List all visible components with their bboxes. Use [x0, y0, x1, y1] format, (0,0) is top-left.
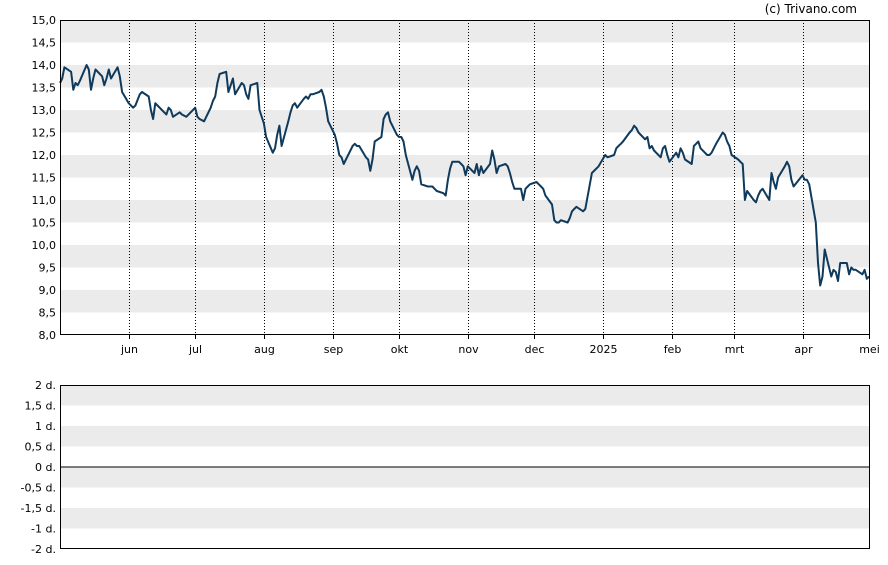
band	[60, 426, 869, 447]
band	[60, 20, 869, 43]
y-tick-label: 15,0	[32, 14, 57, 27]
y-tick-label: 10,0	[32, 239, 57, 252]
y-tick-label: -0,5 d.	[21, 482, 56, 495]
band	[60, 467, 869, 488]
y-tick-label: -1,5 d.	[21, 502, 56, 515]
x-tick-label: mei	[859, 343, 880, 356]
y-tick-label: -2 d.	[31, 543, 56, 556]
x-tick-label: aug	[254, 343, 275, 356]
y-tick-label: 14,0	[32, 59, 57, 72]
volume-panel-frame	[60, 385, 870, 549]
y-tick-label: -1 d.	[31, 523, 56, 536]
band	[60, 155, 869, 178]
x-tick-label: jun	[120, 343, 138, 356]
x-tick-label: sep	[324, 343, 343, 356]
volume-panel-bands	[60, 385, 869, 529]
x-tick-label: feb	[664, 343, 682, 356]
x-tick-label: mrt	[725, 343, 745, 356]
x-tick-label: 2025	[590, 343, 618, 356]
y-tick-label: 9,0	[39, 284, 57, 297]
month-gridlines	[129, 20, 870, 339]
credit-label: (c) Trivano.com	[765, 2, 857, 16]
band	[60, 290, 869, 313]
y-tick-label: 0,5 d.	[25, 441, 56, 454]
band	[60, 200, 869, 223]
main-y-tick-labels: 15,0 14,5 14,0 13,5 13,0 12,5 12,0 11,5 11,0 10,5…	[32, 14, 57, 342]
y-tick-label: 12,0	[32, 149, 57, 162]
main-chart-bands	[60, 20, 869, 313]
y-tick-label: 11,5	[32, 172, 57, 185]
y-tick-label: 13,5	[32, 82, 57, 95]
y-tick-label: 13,0	[32, 104, 57, 117]
x-tick-label: okt	[391, 343, 409, 356]
y-tick-label: 10,5	[32, 217, 57, 230]
band	[60, 65, 869, 88]
x-tick-label: apr	[794, 343, 813, 356]
price-series-line	[59, 64, 870, 287]
main-x-tick-labels: jun jul aug sep okt nov dec 2025 feb mrt apr mei	[120, 343, 880, 356]
x-tick-label: dec	[525, 343, 545, 356]
x-tick-label: nov	[458, 343, 479, 356]
y-tick-label: 9,5	[39, 262, 57, 275]
band	[60, 245, 869, 268]
band	[60, 508, 869, 529]
y-tick-label: 2 d.	[35, 379, 56, 392]
y-tick-label: 1,5 d.	[25, 400, 56, 413]
y-tick-label: 8,0	[39, 329, 57, 342]
y-tick-label: 11,0	[32, 194, 57, 207]
main-chart-frame	[60, 20, 870, 335]
y-tick-label: 12,5	[32, 127, 57, 140]
x-tick-label: jul	[188, 343, 202, 356]
band	[60, 385, 869, 406]
volume-panel-y-tick-labels: 2 d. 1,5 d. 1 d. 0,5 d. 0 d. -0,5 d. -1,5 d. -1…	[21, 379, 56, 556]
y-tick-label: 14,5	[32, 37, 57, 50]
y-tick-label: 1 d.	[35, 420, 56, 433]
y-tick-label: 0 d.	[35, 461, 56, 474]
y-tick-label: 8,5	[39, 307, 57, 320]
